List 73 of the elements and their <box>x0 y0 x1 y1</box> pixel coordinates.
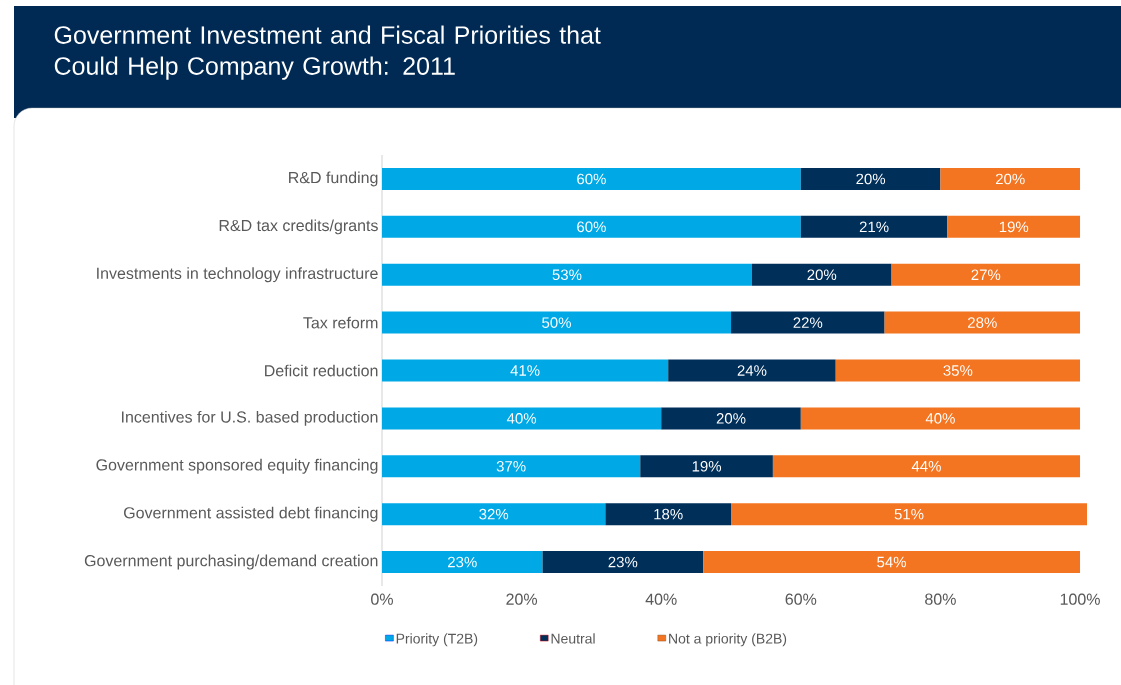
bar <box>542 551 704 574</box>
bar <box>382 407 662 430</box>
data-label: 60% <box>577 173 606 185</box>
bar <box>382 215 801 238</box>
data-label: 24% <box>737 365 767 376</box>
bar <box>891 263 1081 286</box>
x-tick-label: 60% <box>785 593 817 605</box>
legend-label: Not a priority (B2B) <box>669 633 787 647</box>
x-tick-label: 80% <box>925 593 956 605</box>
data-label: 23% <box>448 556 477 568</box>
bar <box>605 503 732 526</box>
data-label: 18% <box>654 508 683 520</box>
y-tick-label: Government sponsored equity financing <box>96 458 378 474</box>
bar <box>772 455 1081 478</box>
bar <box>800 215 948 238</box>
bar <box>382 551 543 574</box>
data-label: 50% <box>542 317 571 328</box>
bar <box>940 167 1081 190</box>
bar <box>731 503 1088 526</box>
data-label: 40% <box>506 413 537 424</box>
data-label: 53% <box>552 269 582 281</box>
bar <box>731 311 885 334</box>
bar <box>703 551 1081 574</box>
data-label: 54% <box>877 556 907 568</box>
data-label: 35% <box>943 365 973 376</box>
data-label: 40% <box>925 413 955 424</box>
data-label: 23% <box>608 556 638 568</box>
bar <box>800 407 1081 430</box>
bar <box>382 455 641 478</box>
x-tick-label: 20% <box>506 593 538 605</box>
data-label: 20% <box>856 173 886 185</box>
data-label: 37% <box>496 460 526 472</box>
bar <box>668 359 836 382</box>
data-label: 19% <box>999 221 1029 233</box>
data-label: 20% <box>716 413 746 424</box>
data-label: 22% <box>793 317 823 328</box>
data-label: 20% <box>807 269 837 281</box>
data-label: 41% <box>510 365 540 376</box>
bar <box>947 215 1081 238</box>
bar <box>661 407 801 430</box>
y-tick-label: Government purchasing/demand creation <box>84 554 378 570</box>
bar <box>382 263 752 286</box>
data-label: 44% <box>911 461 941 472</box>
y-tick-label: Deficit reduction <box>265 364 378 377</box>
y-tick-label: Tax reform <box>303 316 378 329</box>
bar <box>751 263 892 286</box>
bar <box>835 359 1081 382</box>
y-tick-label: R&D funding <box>289 171 378 187</box>
bar <box>382 311 732 334</box>
x-tick-label: 100% <box>1060 593 1100 605</box>
y-tick-label: R&D tax credits/grants <box>219 219 378 235</box>
data-label: 19% <box>692 460 722 472</box>
data-label: 51% <box>894 508 924 520</box>
legend-label: Neutral <box>551 633 595 644</box>
bar <box>884 311 1081 334</box>
data-label: 60% <box>577 221 606 233</box>
y-tick-label: Incentives for U.S. based production <box>122 410 378 426</box>
data-label: 28% <box>968 317 997 328</box>
y-tick-label: Investments in technology infrastructure <box>97 267 378 283</box>
bar <box>640 455 773 478</box>
bar <box>382 359 669 382</box>
x-tick-label: 40% <box>645 593 677 605</box>
data-label: 21% <box>859 221 889 233</box>
chart-title: Government Investment and Fiscal Priorities that Could Help Company Growth: 2011 <box>54 25 601 80</box>
y-tick-label: Government assisted debt financing <box>124 506 378 522</box>
x-tick-label: 0% <box>371 593 393 605</box>
data-label: 27% <box>971 269 1001 281</box>
data-label: 20% <box>995 173 1025 185</box>
bar <box>382 167 801 190</box>
data-label: 32% <box>479 508 509 520</box>
bar <box>382 503 606 526</box>
legend-label: Priority (T2B) <box>396 633 478 647</box>
bar <box>800 167 941 190</box>
